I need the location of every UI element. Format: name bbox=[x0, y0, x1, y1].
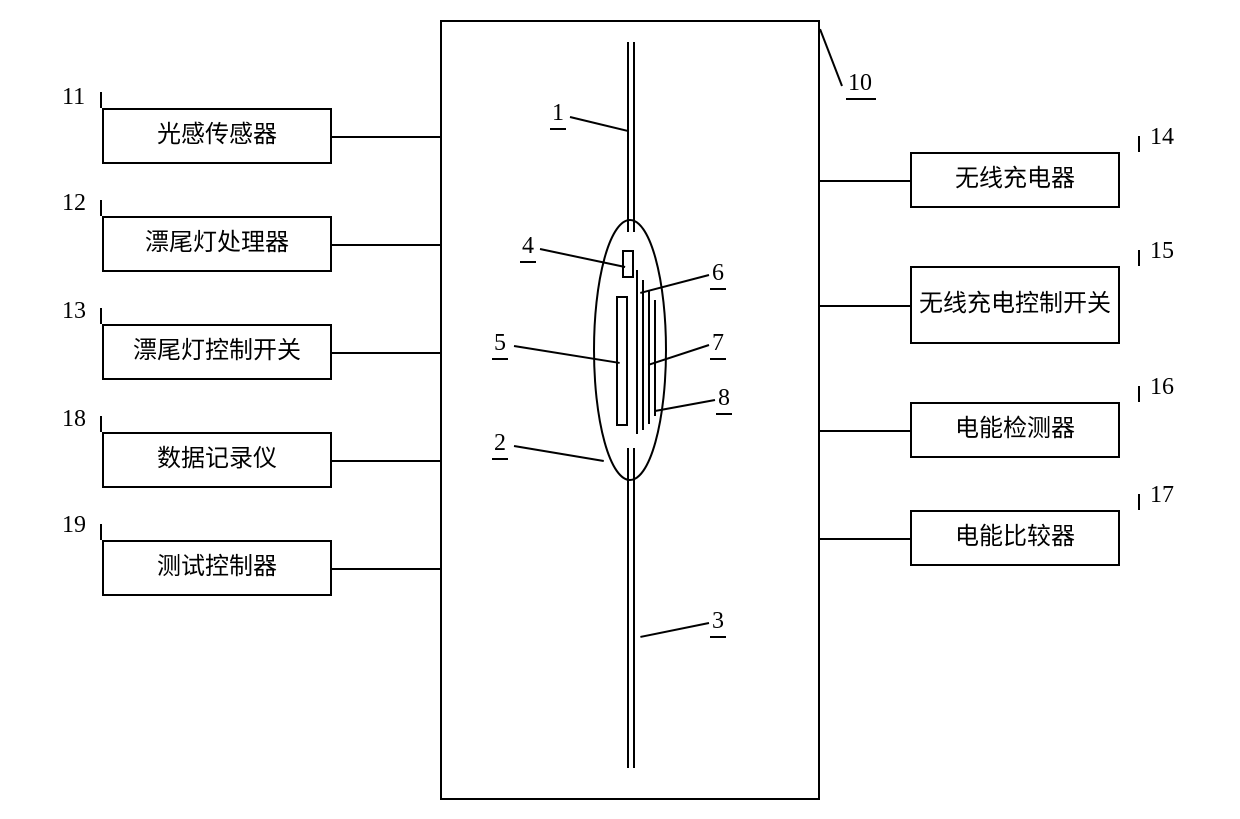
float-big-block bbox=[616, 296, 628, 426]
node-number-14: 14 bbox=[1150, 124, 1174, 151]
central-panel bbox=[440, 20, 820, 800]
node-box-17: 电能比较器 bbox=[910, 510, 1120, 566]
node-label-19: 测试控制器 bbox=[157, 552, 277, 583]
underline-7 bbox=[710, 358, 726, 360]
pointer-line bbox=[819, 29, 843, 87]
node-number-12: 12 bbox=[62, 190, 86, 217]
tick-13 bbox=[100, 308, 102, 324]
tick-15 bbox=[1138, 250, 1140, 266]
float-bot-stem-l bbox=[627, 448, 629, 768]
underline-6 bbox=[710, 288, 726, 290]
node-number-15: 15 bbox=[1150, 238, 1174, 265]
tick-12 bbox=[100, 200, 102, 216]
float-inner-line bbox=[654, 300, 656, 416]
tick-14 bbox=[1138, 136, 1140, 152]
node-label-12: 漂尾灯处理器 bbox=[145, 228, 289, 259]
connector-13 bbox=[332, 352, 440, 354]
internal-label-10: 10 bbox=[848, 70, 872, 97]
tick-17 bbox=[1138, 494, 1140, 510]
node-number-11: 11 bbox=[62, 84, 85, 111]
node-number-18: 18 bbox=[62, 406, 86, 433]
node-number-13: 13 bbox=[62, 298, 86, 325]
node-box-12: 漂尾灯处理器 bbox=[102, 216, 332, 272]
connector-15 bbox=[820, 305, 910, 307]
connector-11 bbox=[332, 136, 440, 138]
node-number-17: 17 bbox=[1150, 482, 1174, 509]
node-number-16: 16 bbox=[1150, 374, 1174, 401]
tick-11 bbox=[100, 92, 102, 108]
internal-label-4: 4 bbox=[522, 233, 534, 260]
connector-16 bbox=[820, 430, 910, 432]
node-box-16: 电能检测器 bbox=[910, 402, 1120, 458]
connector-14 bbox=[820, 180, 910, 182]
float-small-block bbox=[622, 250, 634, 278]
float-inner-line bbox=[648, 290, 650, 424]
underline-5 bbox=[492, 358, 508, 360]
underline-4 bbox=[520, 261, 536, 263]
node-box-13: 漂尾灯控制开关 bbox=[102, 324, 332, 380]
node-box-19: 测试控制器 bbox=[102, 540, 332, 596]
tick-18 bbox=[100, 416, 102, 432]
node-label-18: 数据记录仪 bbox=[157, 444, 277, 475]
node-label-11: 光感传感器 bbox=[157, 120, 277, 151]
node-label-17: 电能比较器 bbox=[955, 522, 1075, 553]
connector-18 bbox=[332, 460, 440, 462]
underline-3 bbox=[710, 636, 726, 638]
internal-label-8: 8 bbox=[718, 385, 730, 412]
internal-label-5: 5 bbox=[494, 330, 506, 357]
internal-label-3: 3 bbox=[712, 608, 724, 635]
float-top-stem-l bbox=[627, 42, 629, 232]
connector-17 bbox=[820, 538, 910, 540]
internal-label-2: 2 bbox=[494, 430, 506, 457]
tick-19 bbox=[100, 524, 102, 540]
underline-1 bbox=[550, 128, 566, 130]
tick-16 bbox=[1138, 386, 1140, 402]
node-label-14: 无线充电器 bbox=[955, 164, 1075, 195]
connector-12 bbox=[332, 244, 440, 246]
node-box-18: 数据记录仪 bbox=[102, 432, 332, 488]
float-top-stem-r bbox=[633, 42, 635, 232]
internal-label-6: 6 bbox=[712, 260, 724, 287]
node-box-11: 光感传感器 bbox=[102, 108, 332, 164]
internal-label-7: 7 bbox=[712, 330, 724, 357]
node-label-15: 无线充电控制开关 bbox=[919, 289, 1111, 320]
float-bot-stem-r bbox=[633, 448, 635, 768]
underline-2 bbox=[492, 458, 508, 460]
node-label-16: 电能检测器 bbox=[955, 414, 1075, 445]
underline-8 bbox=[716, 413, 732, 415]
node-box-14: 无线充电器 bbox=[910, 152, 1120, 208]
connector-19 bbox=[332, 568, 440, 570]
node-number-19: 19 bbox=[62, 512, 86, 539]
internal-label-1: 1 bbox=[552, 100, 564, 127]
float-inner-line bbox=[642, 280, 644, 430]
node-label-13: 漂尾灯控制开关 bbox=[133, 336, 301, 367]
underline-10 bbox=[846, 98, 876, 100]
float-inner-line bbox=[636, 270, 638, 434]
node-box-15: 无线充电控制开关 bbox=[910, 266, 1120, 344]
